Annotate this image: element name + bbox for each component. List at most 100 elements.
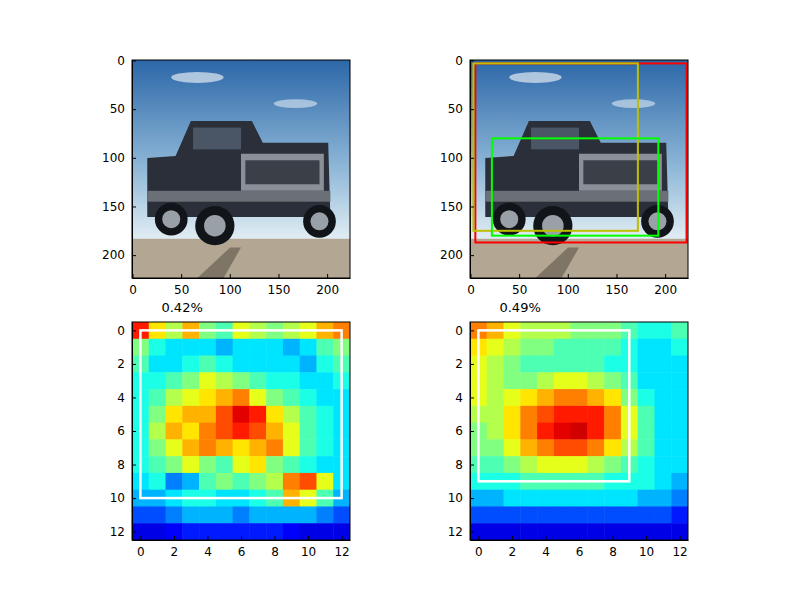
y-tick: 0 (455, 54, 474, 68)
heatmap-cell (470, 490, 487, 507)
heatmap-cell (199, 372, 216, 389)
sky (132, 60, 350, 241)
heatmap-cell (166, 423, 183, 440)
heatmap-cell (266, 473, 283, 490)
heatmap-cell (654, 490, 671, 507)
heatmap-cell (638, 389, 655, 406)
heatmap-cell (166, 389, 183, 406)
heatmap-cell (554, 423, 571, 440)
heatmap-cell (266, 439, 283, 456)
heatmap-cell (671, 456, 688, 473)
heatmap-cell (638, 339, 655, 356)
heatmap-cell (216, 406, 233, 423)
tick-label: 6 (455, 424, 463, 438)
heatmap-cell (537, 456, 554, 473)
tick-mark (470, 465, 474, 466)
heatmap-cell (283, 423, 300, 440)
heatmap-cell (266, 389, 283, 406)
heatmap-cell (333, 523, 350, 540)
tick-mark (568, 274, 569, 278)
tick-label: 6 (238, 545, 246, 559)
truck-body (147, 121, 330, 217)
truck-trim (485, 191, 668, 202)
heatmap-cell (671, 439, 688, 456)
heatmap-cell (587, 339, 604, 356)
heatmap-cell (487, 506, 504, 523)
heatmap-cell (654, 372, 671, 389)
heatmap-cell (199, 506, 216, 523)
tick-mark (132, 498, 136, 499)
heatmap-cell (571, 356, 588, 373)
truck-grille (241, 154, 324, 191)
tick-label: 100 (102, 151, 125, 165)
y-tick: 50 (110, 102, 136, 116)
x-tick: 8 (271, 536, 279, 559)
heatmap-cell (149, 506, 166, 523)
heatmap-cell (233, 523, 250, 540)
y-axis: 024681012 (448, 323, 474, 541)
heatmap-cell (283, 439, 300, 456)
x-tick: 100 (219, 274, 242, 297)
heatmap-cell (182, 339, 199, 356)
y-tick: 12 (448, 525, 474, 539)
heatmap-cell (283, 372, 300, 389)
heatmap-cell (654, 389, 671, 406)
tick-label: 8 (455, 458, 463, 472)
y-tick: 2 (117, 357, 136, 371)
heatmap-cell (587, 389, 604, 406)
heatmap-cell (520, 406, 537, 423)
heatmap-cell (283, 356, 300, 373)
heatmap-cell (166, 523, 183, 540)
heatmap-cell (520, 372, 537, 389)
tick-label: 100 (557, 283, 580, 297)
heatmap-cell (671, 473, 688, 490)
tick-mark (140, 536, 141, 540)
tick-label: 200 (440, 248, 463, 262)
heatmap-cell (487, 456, 504, 473)
heatmap-cell (638, 506, 655, 523)
heatmap-cell (604, 339, 621, 356)
heatmap-cell (638, 406, 655, 423)
y-tick: 200 (440, 248, 474, 262)
heatmap-cell (300, 389, 317, 406)
tick-label: 200 (102, 248, 125, 262)
heatmap-cell (671, 322, 688, 339)
tick-label: 0 (467, 283, 475, 297)
tick-mark (132, 431, 136, 432)
heatmap-cell (504, 372, 521, 389)
sky (470, 60, 688, 241)
ground (470, 239, 688, 278)
heatmap-cell (520, 523, 537, 540)
y-tick: 10 (448, 491, 474, 505)
tick-label: 200 (316, 283, 339, 297)
heatmap-cell (166, 439, 183, 456)
heatmap-cell (182, 473, 199, 490)
tick-mark (132, 465, 136, 466)
tick-label: 50 (174, 283, 189, 297)
heatmap-cell (621, 523, 638, 540)
heatmap-cell (316, 423, 333, 440)
axis-line (471, 278, 689, 279)
y-tick: 4 (117, 391, 136, 405)
tick-label: 10 (639, 545, 654, 559)
truck-window (193, 128, 241, 150)
tick-mark (545, 536, 546, 540)
heatmap-cell (537, 423, 554, 440)
heatmap-cell (604, 456, 621, 473)
heatmap-cell (671, 406, 688, 423)
x-axis: 050100150200 (129, 274, 350, 297)
heatmap-cell (537, 356, 554, 373)
heatmap-cell (604, 523, 621, 540)
y-axis: 050100150200 (102, 54, 136, 279)
frame (470, 322, 688, 540)
tick-label: 12 (110, 525, 125, 539)
heatmap-cell (587, 423, 604, 440)
heatmap-cell (587, 372, 604, 389)
heatmap-cell (266, 356, 283, 373)
heatmap-cell (654, 423, 671, 440)
heatmap-cell (671, 490, 688, 507)
heatmap-cell (300, 439, 317, 456)
heatmap-cell (216, 523, 233, 540)
heatmap-cell (266, 406, 283, 423)
heatmap-cell (621, 490, 638, 507)
